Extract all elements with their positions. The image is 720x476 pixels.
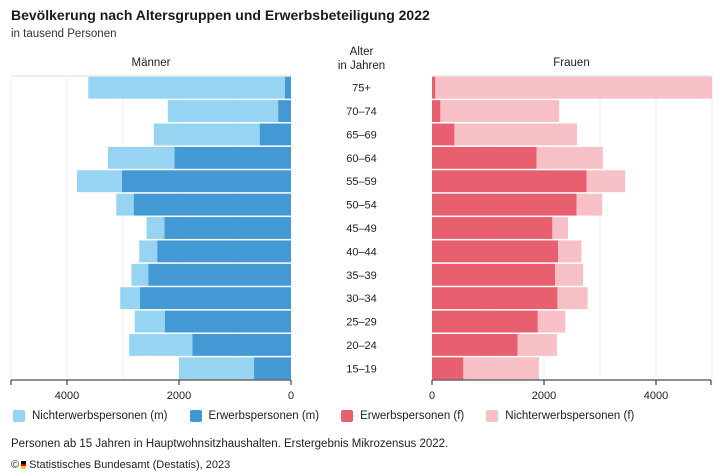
- bar-erwerbspersonen-f: [432, 310, 538, 333]
- bar-nichterwerbspersonen-f: [558, 240, 582, 263]
- bar-erwerbspersonen-f: [432, 76, 436, 99]
- category-label: 45–49: [346, 223, 377, 235]
- legend-item-erwerb-f: Erwerbspersonen (f): [341, 410, 464, 422]
- bar-nichterwerbspersonen-f: [454, 123, 578, 146]
- bar-erwerbspersonen-f: [432, 263, 556, 286]
- population-pyramid-chart: Männer Frauen Alter in Jahren 75+ 70–74 65–69 6…: [10, 46, 713, 402]
- bar-erwerbspersonen-f: [432, 217, 553, 239]
- center-axis-title-line: Alter: [350, 46, 374, 58]
- legend-label: Nichterwerbspersonen (m): [32, 410, 168, 422]
- bar-erwerbspersonen-m: [254, 357, 291, 380]
- category-label: 75+: [352, 83, 371, 95]
- footnote: Personen ab 15 Jahren in Hauptwohnsitzha…: [11, 438, 449, 450]
- bar-erwerbspersonen-f: [432, 170, 587, 193]
- bar-erwerbspersonen-f: [432, 240, 558, 263]
- bar-nichterwerbspersonen-f: [555, 263, 584, 286]
- legend-label: Erwerbspersonen (f): [360, 410, 465, 422]
- bar-nichterwerbspersonen-f: [552, 217, 569, 239]
- bar-erwerbspersonen-f: [432, 287, 558, 310]
- bar-nichterwerbspersonen-m: [139, 240, 158, 263]
- category-label: 70–74: [346, 106, 377, 118]
- copyright-symbol: ©: [11, 459, 20, 471]
- bar-erwerbspersonen-m: [278, 100, 291, 123]
- category-label: 30–34: [346, 293, 377, 305]
- bar-nichterwerbspersonen-f: [576, 193, 603, 216]
- bar-erwerbspersonen-m: [284, 76, 291, 99]
- bar-erwerbspersonen-m: [121, 170, 291, 193]
- left-panel-title: Männer: [132, 57, 171, 69]
- category-label: 15–19: [346, 363, 377, 375]
- bar-nichterwerbspersonen-f: [440, 100, 560, 123]
- right-tick-label: 4000: [644, 390, 668, 402]
- bar-erwerbspersonen-m: [133, 193, 291, 216]
- bar-nichterwerbspersonen-m: [146, 217, 165, 239]
- bar-nichterwerbspersonen-m: [153, 123, 260, 146]
- bar-nichterwerbspersonen-f: [435, 76, 712, 99]
- legend: Nichterwerbspersonen (m) Erwerbspersonen…: [13, 410, 656, 422]
- category-label: 20–24: [346, 340, 377, 352]
- bar-erwerbspersonen-m: [174, 146, 291, 169]
- left-tick-label: 0: [288, 390, 294, 402]
- bar-nichterwerbspersonen-m: [107, 146, 175, 169]
- right-tick-label: 0: [429, 390, 435, 402]
- legend-swatch: [189, 410, 202, 422]
- legend-label: Erwerbspersonen (m): [208, 410, 320, 422]
- bar-erwerbspersonen-m: [148, 263, 291, 286]
- category-label: 50–54: [346, 200, 377, 212]
- bar-nichterwerbspersonen-m: [129, 333, 193, 356]
- source-line: © Statistisches Bundesamt (Destatis), 20…: [11, 459, 230, 471]
- left-tick-label: 4000: [55, 390, 79, 402]
- bar-nichterwerbspersonen-f: [517, 333, 557, 356]
- bar-nichterwerbspersonen-m: [116, 193, 134, 216]
- bar-nichterwerbspersonen-m: [179, 357, 255, 380]
- bar-erwerbspersonen-m: [164, 217, 291, 239]
- bar-erwerbspersonen-m: [192, 333, 291, 356]
- source-text: Statistisches Bundesamt (Destatis), 2023: [29, 459, 231, 471]
- center-axis-title-line: in Jahren: [338, 60, 385, 72]
- legend-item-nichterwerb-m: Nichterwerbspersonen (m): [13, 410, 168, 422]
- bar-erwerbspersonen-m: [259, 123, 291, 146]
- right-tick-label: 2000: [532, 390, 556, 402]
- bar-nichterwerbspersonen-f: [557, 287, 588, 310]
- bar-erwerbspersonen-f: [432, 193, 577, 216]
- bar-nichterwerbspersonen-m: [167, 100, 279, 123]
- category-label: 35–39: [346, 270, 377, 282]
- right-panel-title: Frauen: [553, 57, 589, 69]
- category-label: 55–59: [346, 176, 377, 188]
- bar-nichterwerbspersonen-f: [537, 310, 566, 333]
- legend-swatch: [486, 410, 499, 422]
- category-label: 40–44: [346, 246, 377, 258]
- category-label: 60–64: [346, 153, 377, 165]
- legend-label: Nichterwerbspersonen (f): [505, 410, 635, 422]
- bar-nichterwerbspersonen-f: [463, 357, 539, 380]
- bar-nichterwerbspersonen-m: [134, 310, 165, 333]
- category-label: 65–69: [346, 129, 377, 141]
- bar-erwerbspersonen-f: [432, 123, 455, 146]
- legend-item-erwerb-m: Erwerbspersonen (m): [189, 410, 320, 422]
- bar-nichterwerbspersonen-f: [536, 146, 603, 169]
- legend-item-nichterwerb-f: Nichterwerbspersonen (f): [486, 410, 634, 422]
- bar-nichterwerbspersonen-m: [88, 76, 285, 99]
- bar-erwerbspersonen-m: [139, 287, 291, 310]
- category-label: 25–29: [346, 317, 377, 329]
- bar-erwerbspersonen-f: [432, 146, 537, 169]
- bar-erwerbspersonen-f: [432, 333, 518, 356]
- bar-erwerbspersonen-f: [432, 100, 441, 123]
- bar-nichterwerbspersonen-m: [131, 263, 149, 286]
- chart-title: Bevölkerung nach Altersgruppen und Erwer…: [11, 7, 430, 23]
- legend-swatch: [341, 410, 354, 422]
- destatis-logo-icon: [21, 461, 27, 470]
- bar-nichterwerbspersonen-m: [120, 287, 140, 310]
- bar-erwerbspersonen-m: [165, 310, 291, 333]
- bar-nichterwerbspersonen-f: [586, 170, 626, 193]
- bar-nichterwerbspersonen-m: [77, 170, 122, 193]
- chart-subtitle: in tausend Personen: [11, 28, 117, 40]
- left-tick-label: 2000: [167, 390, 191, 402]
- legend-swatch: [13, 410, 25, 422]
- bar-erwerbspersonen-m: [157, 240, 291, 263]
- bar-erwerbspersonen-f: [432, 357, 464, 380]
